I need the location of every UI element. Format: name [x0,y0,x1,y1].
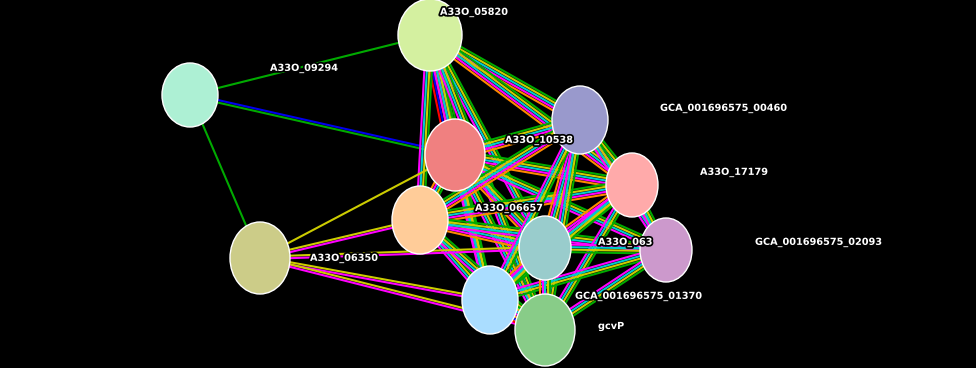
Ellipse shape [462,266,518,334]
Text: GCA_001696575_01370: GCA_001696575_01370 [575,291,702,301]
Text: A33O_05820: A33O_05820 [440,7,508,17]
Text: A33O_063: A33O_063 [598,237,652,247]
Text: A33O_17179: A33O_17179 [700,167,768,177]
Ellipse shape [425,119,485,191]
Text: A33O_06657: A33O_06657 [475,203,543,213]
Text: gcvP: gcvP [598,321,625,331]
Ellipse shape [392,186,448,254]
Text: A33O_09294: A33O_09294 [270,63,338,73]
Ellipse shape [640,218,692,282]
Ellipse shape [515,294,575,366]
Ellipse shape [162,63,218,127]
Ellipse shape [606,153,658,217]
Ellipse shape [230,222,290,294]
Ellipse shape [519,216,571,280]
Text: GCA_001696575_02093: GCA_001696575_02093 [755,237,882,247]
Text: A33O_10538: A33O_10538 [505,135,573,145]
Ellipse shape [552,86,608,154]
Text: GCA_001696575_00460: GCA_001696575_00460 [660,103,787,113]
Text: A33O_06350: A33O_06350 [310,253,378,263]
Ellipse shape [398,0,462,71]
